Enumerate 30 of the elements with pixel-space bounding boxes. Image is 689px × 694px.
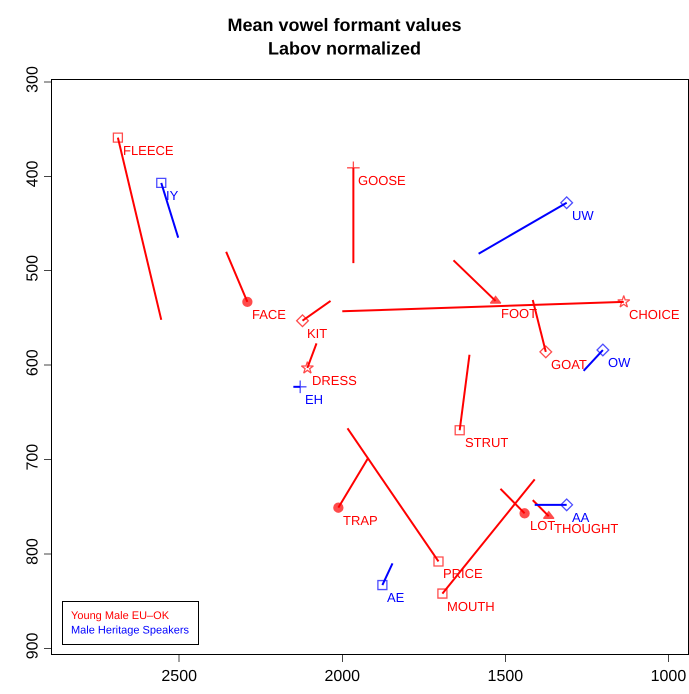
series-label: GOOSE: [358, 173, 406, 188]
series-label: UW: [572, 208, 594, 223]
series-label: TRAP: [343, 513, 378, 528]
x-tick-label: 2500: [161, 668, 198, 686]
series-label: STRUT: [465, 435, 508, 450]
series-label: FLEECE: [123, 143, 174, 158]
series-label: CHOICE: [629, 307, 680, 322]
series-label: AE: [387, 590, 405, 605]
y-tick-label: 900: [24, 632, 42, 660]
series-label: OW: [608, 355, 632, 370]
y-tick-label: 300: [24, 66, 42, 93]
series-label: MOUTH: [447, 599, 495, 614]
series-label: IY: [166, 188, 179, 203]
x-tick-label: 2000: [324, 668, 360, 686]
annotation: Young Male EU–OK: [71, 610, 170, 622]
series-label: DRESS: [312, 373, 358, 388]
x-tick-label: 1000: [650, 668, 686, 686]
y-tick-label: 500: [24, 254, 42, 282]
y-tick-label: 600: [24, 349, 42, 376]
y-tick-label: 400: [24, 160, 42, 188]
series-label: FACE: [252, 307, 286, 322]
y-tick-label: 700: [24, 444, 42, 470]
series-label: EH: [305, 392, 324, 407]
x-tick-label: 1500: [488, 668, 524, 686]
annotation: Male Heritage Speakers: [71, 624, 190, 636]
series-label: GOAT: [551, 357, 587, 372]
series-label: LOT: [530, 518, 556, 533]
y-tick-label: 800: [24, 538, 42, 565]
series-label: KIT: [307, 326, 328, 341]
chart-title: Mean vowel formant values Labov normalized: [227, 15, 462, 59]
